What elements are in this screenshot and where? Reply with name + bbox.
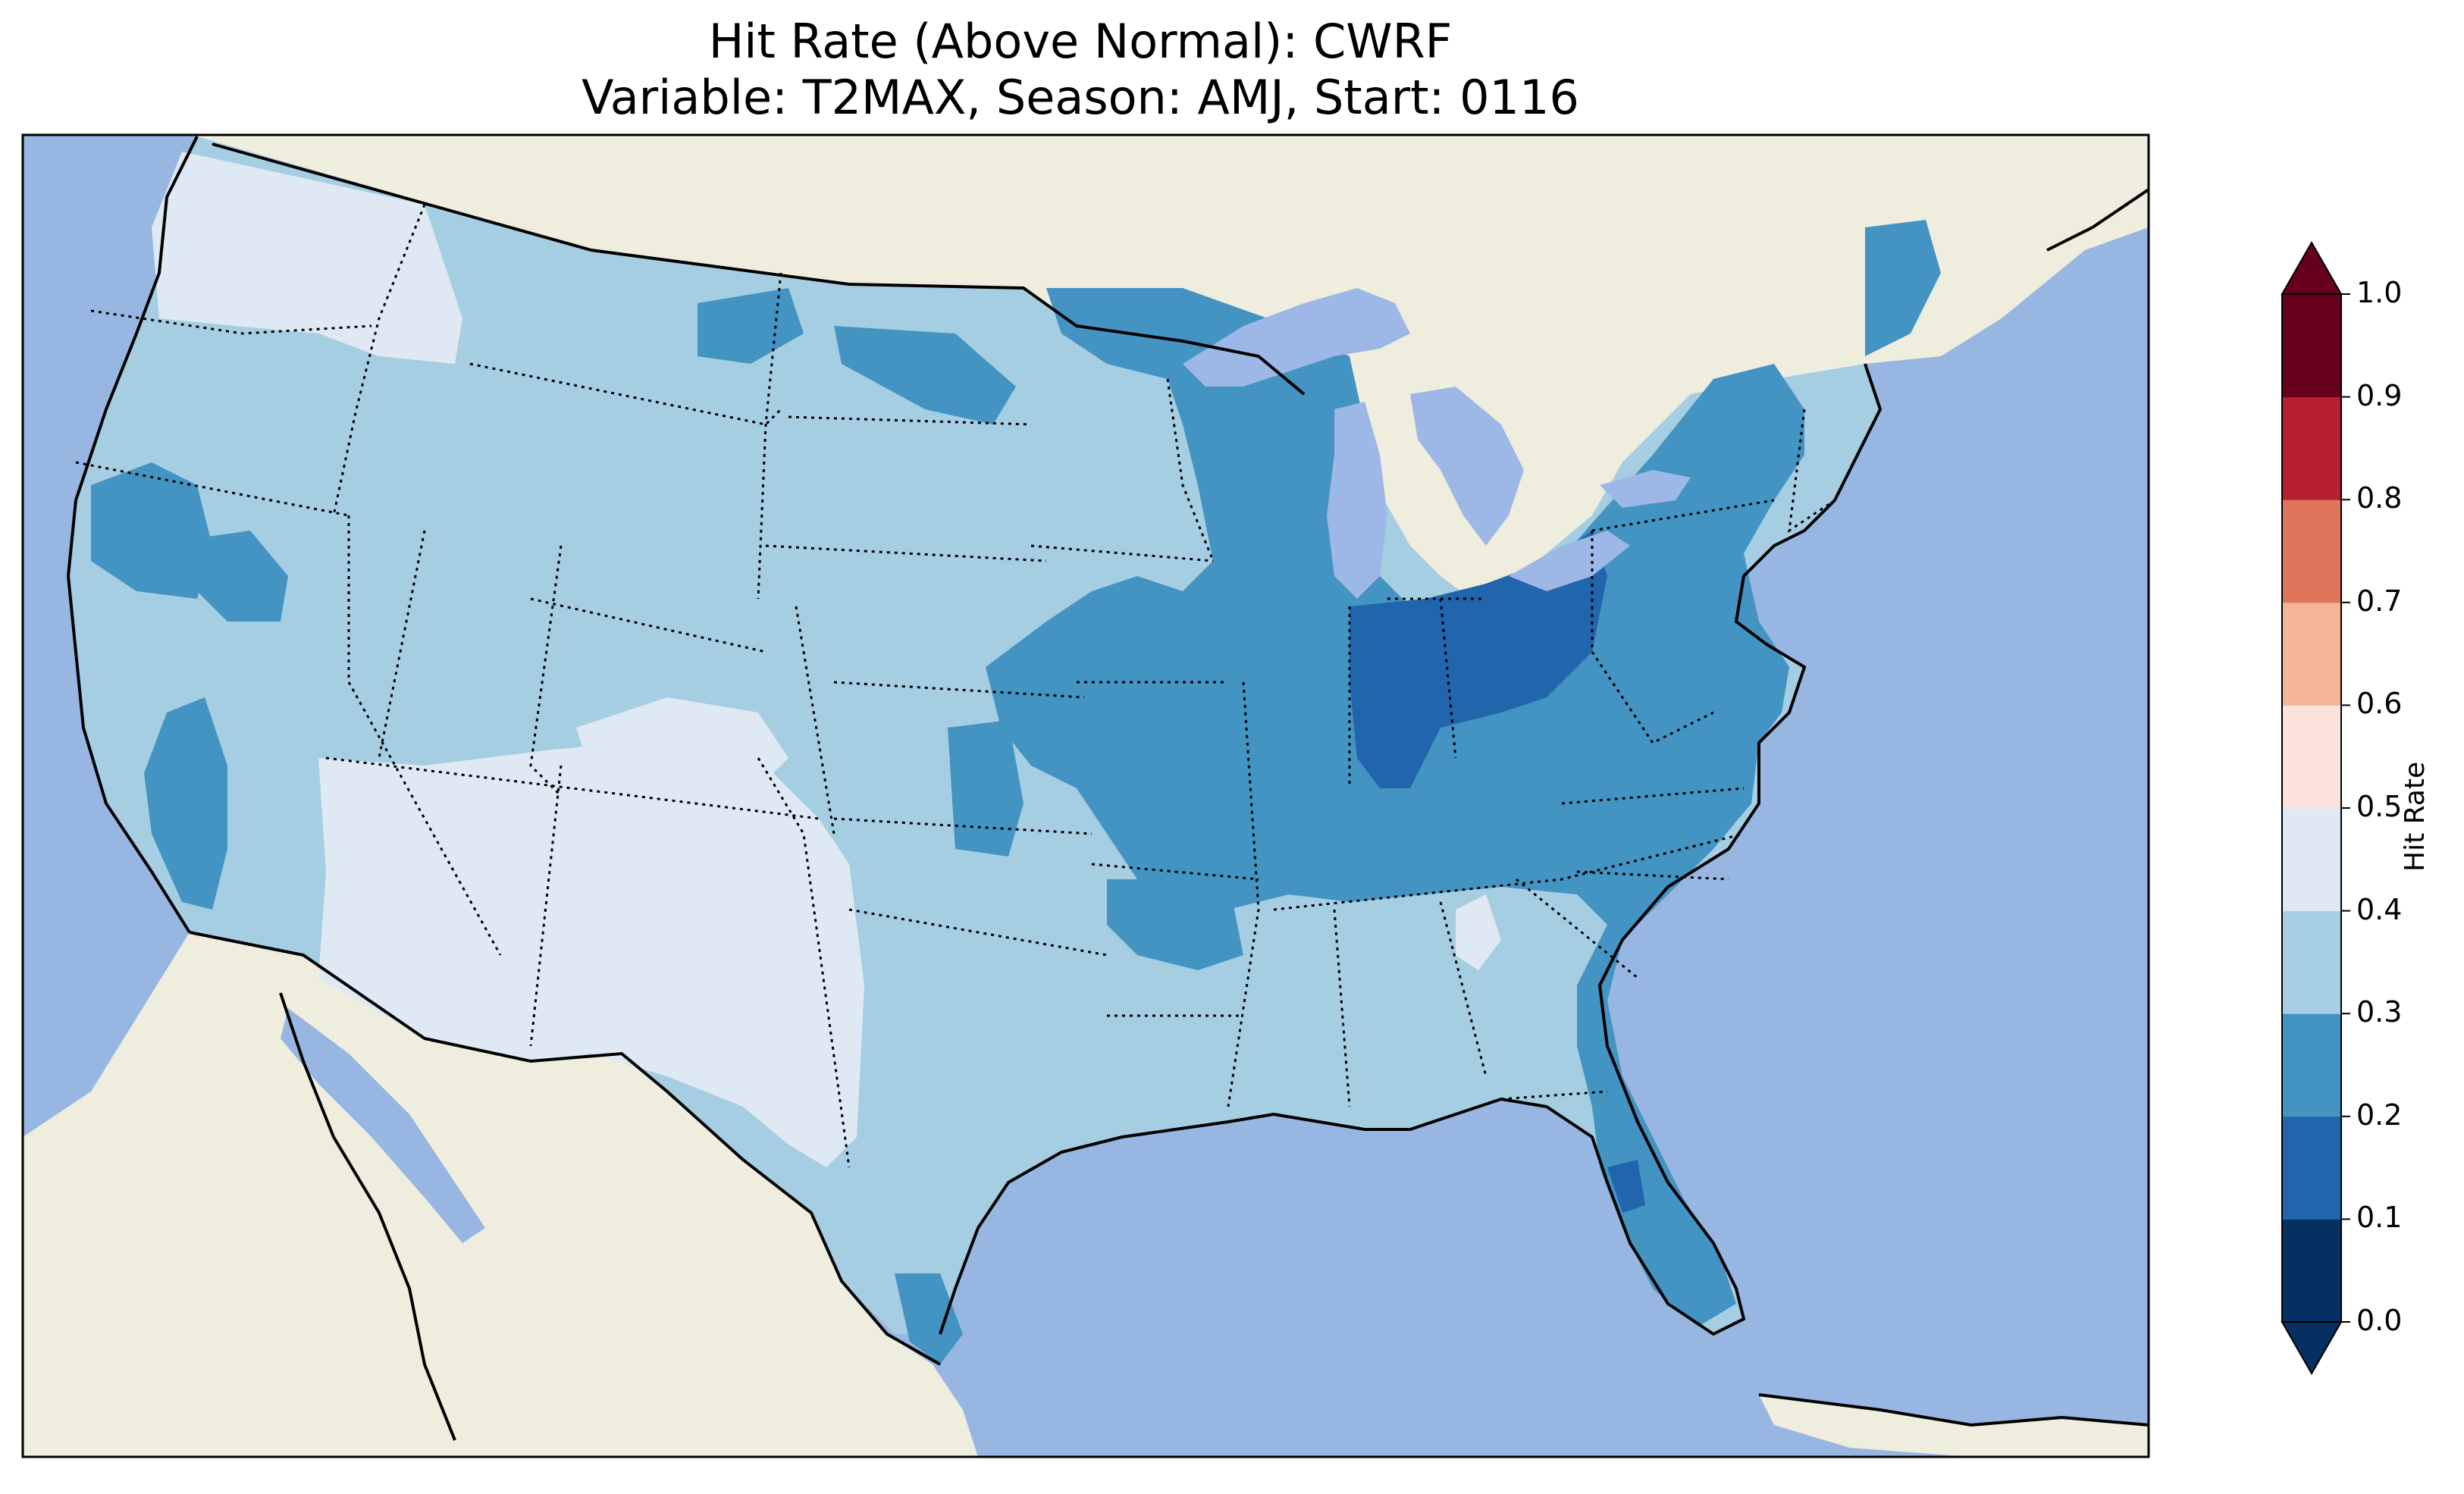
cuba-land [1759,1395,2149,1457]
lake-ontario [1600,470,1691,508]
state-border-ut-co [529,545,563,797]
colorbar-extend-min [2281,1321,2343,1376]
state-border-ks-ok [833,817,1092,835]
colorbar-tick-label: 0.9 [2356,378,2403,412]
us-canada-border [212,143,1306,396]
colorbar-tick-label: 0.7 [2356,584,2403,618]
pacific-northwest-light [152,152,462,364]
colorbar-tick-label: 0.3 [2356,995,2403,1029]
state-border-ky-tn [1273,832,1745,911]
montana-dark-patch [698,288,804,364]
colorbar-tick-label: 0.8 [2356,481,2403,515]
state-border-ok-tx [848,908,1108,957]
colorbar-tick-label: 0.4 [2356,892,2403,926]
state-border-va-nc [1561,787,1745,805]
state-border-nm-tx [757,757,851,1168]
texas-south-dark [895,1273,963,1364]
map-subtitle: Variable: T2MAX, Season: AMJ, Start: 011… [582,70,1579,125]
colorbar-tick-label: 0.5 [2356,790,2403,823]
atlantic-gulf-coast [939,363,1882,1336]
state-border-sd-ne [765,544,1047,562]
colorbar [2281,240,2350,1376]
state-border-nc-sc [1576,870,1729,881]
colorbar-tick-label: 1.0 [2356,276,2403,309]
state-border-az-nm [529,765,563,1047]
maine-dark [1865,220,1941,356]
alabama-light [1456,894,1501,970]
nova-scotia-coast [2046,188,2149,252]
lake-superior [1183,288,1410,387]
state-border-dakotas [757,272,782,600]
cuba-coast [1758,1393,2149,1427]
state-border-nd-sd [788,415,1032,426]
lake-michigan [1327,402,1387,599]
state-border-mn-wi [1166,378,1215,562]
kansas-dark-patch [948,720,1024,857]
state-border-wa-or [90,309,372,335]
colorbar-extend-max [2281,240,2343,295]
colorbar-bin-0.5-0.6 [2282,705,2341,809]
colorbar-bin-0.0-0.1 [2282,1219,2341,1323]
state-border-ga-fl [1500,1090,1608,1101]
state-border-co-ks [795,606,835,835]
colorbar-bin-0.1-0.2 [2282,1116,2341,1220]
lake-huron [1410,387,1524,546]
colorbar-bin-0.2-0.3 [2282,1013,2341,1117]
nd-dark-patch [834,326,1016,424]
lake-erie [1509,531,1630,591]
colorbar-tick-label: 0.0 [2356,1304,2403,1337]
state-border-mt-wy [469,362,782,426]
state-border-mo-ar [1091,863,1259,881]
colorbar-bin-0.3-0.4 [2282,910,2341,1014]
nevada-dark-patch [197,531,288,622]
state-border-idaho [332,204,426,516]
baja-coast [279,992,456,1441]
colorado-light [576,697,788,796]
oregon-dark-patch [91,462,212,599]
florida-darker [1607,1160,1645,1213]
colorbar-label: Hit Rate [2400,761,2431,872]
state-border-mn-ia [1030,544,1214,562]
state-border-mississippi [1227,681,1260,1107]
colorbar-bin-0.8-0.9 [2282,396,2341,500]
colorbar-tick-label: 0.2 [2356,1098,2403,1132]
map-frame [21,133,2150,1458]
indiana-ohio-darker [1350,531,1607,788]
mexico-land [23,932,978,1457]
state-border-new-england [1788,409,1835,534]
colorbar-bin-0.6-0.7 [2282,602,2341,706]
state-border-ga-sc [1516,878,1638,979]
us-mexico-border [189,931,941,1366]
pacific-coast [66,136,199,934]
state-border-ca-nv [347,515,502,956]
colorbar-bin-0.7-0.8 [2282,500,2341,603]
state-border-wy-co [530,597,766,653]
colorbar-bin-0.9-1.0 [2282,294,2341,398]
colorbar-bin-0.4-0.5 [2282,808,2341,912]
gulf-of-california [281,1008,485,1243]
colorbar-tick-label: 0.1 [2356,1201,2403,1235]
state-border-wv [1591,651,1714,744]
maritimes-land [2017,135,2149,243]
colorbar-tick-label: 0.6 [2356,687,2403,721]
state-border-tn-ms-al [1333,909,1351,1107]
california-dark-patch [144,697,227,910]
southwest-light [318,743,864,1167]
state-border-nv-ut [378,530,426,759]
state-border-or-ca [75,461,350,517]
state-border-pa-ny [1591,499,1775,532]
canada-land [197,135,2149,599]
arkansas-dark-patch [1107,879,1243,970]
map-title: Hit Rate (Above Normal): CWRF [708,14,1453,69]
